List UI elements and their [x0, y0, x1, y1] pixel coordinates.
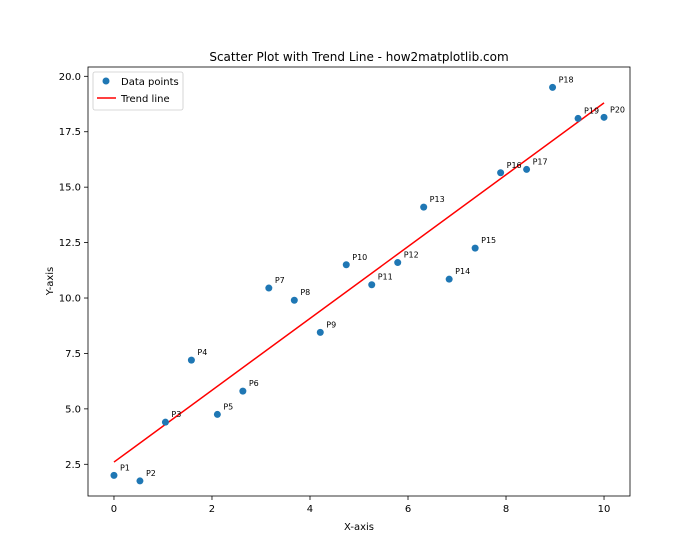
- x-tick-label: 4: [307, 504, 313, 515]
- point-label-p6: P6: [249, 379, 259, 388]
- x-tick-label: 8: [503, 504, 509, 515]
- point-label-p8: P8: [300, 288, 310, 297]
- data-point-p13: [420, 203, 428, 211]
- point-label-p11: P11: [378, 273, 393, 282]
- x-tick-label: 0: [111, 504, 117, 515]
- point-label-p19: P19: [584, 106, 599, 115]
- legend-box: [92, 71, 184, 111]
- x-tick-label: 2: [209, 504, 215, 515]
- y-tick-label: 10.0: [59, 294, 81, 305]
- legend: Data points Trend line: [92, 71, 184, 111]
- trend-line: [113, 102, 605, 463]
- data-point-p8: [290, 296, 298, 304]
- y-tick-label: 2.5: [65, 460, 81, 471]
- data-point-p5: [213, 410, 221, 418]
- y-axis: 2.5 5.0 7.5 10.0 12.5 15.0 17.5 20.0: [59, 72, 88, 471]
- y-tick-label: 15.0: [59, 183, 81, 194]
- point-label-p20: P20: [610, 105, 625, 114]
- y-tick-label: 17.5: [59, 127, 81, 138]
- data-point-p10: [342, 261, 350, 269]
- point-label-p14: P14: [455, 267, 470, 276]
- point-label-p17: P17: [533, 157, 548, 166]
- data-point-p19: [574, 114, 582, 122]
- y-tick-label: 12.5: [59, 238, 81, 249]
- y-tick-label: 5.0: [65, 404, 81, 415]
- data-point-p12: [394, 259, 402, 267]
- data-point-p17: [523, 165, 531, 173]
- data-point-p11: [368, 281, 376, 289]
- data-point-p3: [161, 418, 169, 426]
- point-label-p10: P10: [352, 253, 367, 262]
- point-label-p16: P16: [507, 161, 522, 170]
- legend-marker-data-points: [102, 77, 110, 85]
- point-label-p5: P5: [223, 402, 233, 411]
- y-tick-label: 20.0: [59, 72, 81, 83]
- data-point-p15: [471, 244, 479, 252]
- plot-area: [87, 66, 631, 497]
- data-point-p9: [316, 328, 324, 336]
- x-tick-label: 10: [598, 504, 611, 515]
- data-points-layer: [110, 83, 608, 485]
- legend-label-trend-line: Trend line: [120, 94, 170, 105]
- point-label-p9: P9: [326, 320, 336, 329]
- point-label-p1: P1: [120, 463, 130, 472]
- point-label-p18: P18: [559, 75, 574, 84]
- y-axis-label: Y-axis: [45, 267, 56, 297]
- data-point-p1: [110, 471, 118, 479]
- point-labels-layer: P1 P2 P3 P4 P5 P6 P7 P8 P9 P10 P11 P12 P13 P14 P15 P16 P…: [120, 75, 625, 478]
- data-point-p18: [549, 83, 557, 91]
- data-point-p14: [445, 275, 453, 283]
- point-label-p7: P7: [275, 276, 285, 285]
- point-label-p4: P4: [197, 348, 207, 357]
- y-tick-label: 7.5: [65, 349, 81, 360]
- point-label-p2: P2: [146, 469, 156, 478]
- chart-title: Scatter Plot with Trend Line - how2matpl…: [209, 50, 508, 64]
- data-point-p7: [265, 284, 273, 292]
- trend-line-layer: [113, 102, 605, 463]
- data-point-p2: [136, 477, 144, 485]
- data-point-p4: [187, 356, 195, 364]
- legend-label-data-points: Data points: [121, 77, 179, 88]
- point-label-p15: P15: [481, 236, 496, 245]
- data-point-p16: [497, 169, 505, 177]
- data-point-p6: [239, 387, 247, 395]
- data-point-p20: [600, 113, 608, 121]
- x-axis-label: X-axis: [344, 522, 374, 533]
- x-axis: 0 2 4 6 8 10: [111, 496, 611, 515]
- point-label-p13: P13: [430, 195, 445, 204]
- point-label-p12: P12: [404, 251, 419, 260]
- point-label-p3: P3: [171, 410, 181, 419]
- x-tick-label: 6: [405, 504, 411, 515]
